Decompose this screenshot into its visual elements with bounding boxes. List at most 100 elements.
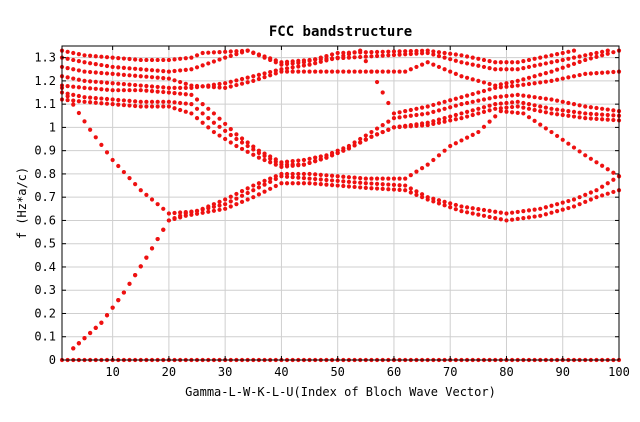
data-point: [217, 203, 222, 208]
data-point: [133, 82, 138, 88]
data-point: [71, 98, 76, 103]
data-point: [538, 213, 543, 218]
data-point: [588, 105, 593, 110]
data-point: [335, 69, 340, 74]
data-point: [284, 159, 290, 164]
data-point: [611, 113, 616, 118]
data-point: [93, 86, 98, 91]
data-point: [515, 110, 520, 115]
data-point: [127, 88, 132, 93]
data-point: [521, 216, 526, 221]
data-point: [583, 153, 588, 158]
data-point: [245, 48, 250, 53]
data-point: [234, 136, 239, 142]
data-point: [481, 124, 487, 129]
data-point: [116, 72, 121, 77]
data-point: [200, 120, 205, 125]
data-point: [476, 90, 481, 95]
data-point: [442, 55, 447, 60]
data-point: [526, 208, 532, 213]
data-point: [504, 218, 509, 223]
data-point: [431, 196, 436, 201]
data-point: [245, 149, 250, 154]
data-point: [82, 336, 87, 341]
data-point: [245, 75, 250, 80]
x-tick-label: 50: [330, 365, 344, 379]
data-point: [166, 90, 171, 95]
data-point: [65, 75, 70, 80]
data-point: [425, 195, 430, 200]
data-point: [329, 150, 335, 156]
data-point: [532, 81, 537, 86]
data-point: [329, 182, 335, 188]
data-point: [239, 48, 245, 54]
data-point: [324, 56, 329, 62]
data-point: [104, 55, 110, 60]
data-point: [487, 96, 492, 101]
data-point: [178, 79, 183, 85]
data-point: [183, 92, 188, 97]
data-point: [380, 122, 385, 128]
data-point: [448, 205, 453, 210]
data-point: [110, 97, 115, 102]
data-point: [391, 49, 397, 54]
data-point: [436, 117, 442, 122]
data-point: [397, 49, 402, 54]
data-point: [256, 72, 262, 77]
data-point: [611, 117, 616, 123]
data-point: [594, 112, 599, 117]
data-point: [588, 52, 593, 57]
data-point: [498, 109, 503, 114]
data-point: [279, 171, 284, 177]
data-point: [206, 116, 211, 121]
data-point: [76, 52, 81, 57]
data-point: [82, 119, 87, 124]
data-point: [374, 69, 380, 74]
data-point: [88, 95, 93, 100]
data-point: [133, 273, 138, 278]
data-point: [566, 205, 571, 211]
data-point: [352, 140, 357, 145]
data-point: [99, 62, 104, 68]
data-point: [324, 153, 329, 158]
data-point: [104, 63, 110, 69]
data-point: [425, 162, 430, 167]
data-point: [183, 109, 188, 114]
data-point: [408, 48, 413, 54]
y-tick-label: 1.3: [34, 51, 56, 65]
data-point: [493, 106, 498, 111]
data-point: [341, 69, 346, 74]
data-point: [352, 69, 357, 74]
data-point: [138, 88, 143, 93]
data-point: [605, 117, 610, 122]
data-point: [104, 150, 110, 155]
data-point: [481, 109, 487, 115]
data-point: [127, 66, 132, 71]
data-point: [487, 65, 492, 71]
data-point: [273, 71, 278, 76]
data-point: [504, 211, 509, 216]
data-point: [228, 84, 233, 89]
data-point: [532, 63, 537, 68]
data-point: [318, 154, 323, 159]
data-point: [408, 107, 413, 113]
data-point: [555, 52, 560, 57]
y-axis-label: f (Hz*a/c): [15, 167, 29, 239]
data-point: [138, 99, 143, 104]
data-point: [138, 188, 143, 193]
data-point: [448, 114, 453, 119]
data-point: [549, 78, 554, 83]
data-point: [521, 111, 526, 116]
data-point: [149, 197, 155, 202]
data-point: [307, 62, 312, 67]
data-point: [391, 125, 397, 130]
data-point: [256, 76, 262, 82]
data-point: [498, 94, 503, 99]
data-point: [453, 71, 458, 77]
data-point: [104, 80, 110, 85]
data-point: [532, 56, 537, 61]
data-point: [93, 79, 98, 84]
data-point: [571, 109, 577, 115]
data-point: [605, 191, 610, 196]
data-point: [268, 57, 273, 63]
